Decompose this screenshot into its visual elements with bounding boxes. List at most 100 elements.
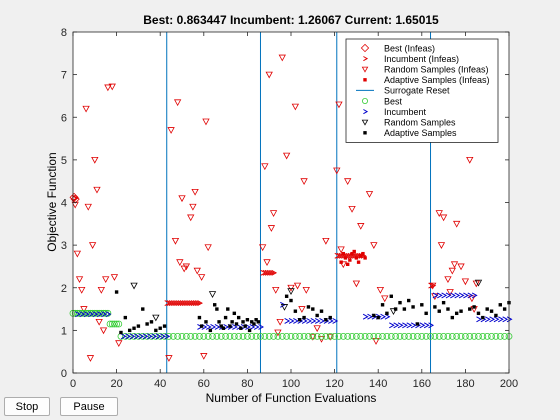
legend-label: Adaptive Samples [384,128,457,138]
legend-swatch [361,98,368,105]
data-point [423,322,430,329]
data-point [184,300,190,307]
data-point [400,332,408,340]
data-point [387,332,395,340]
data-point [376,286,385,294]
y-tick-label: 7 [61,70,67,82]
data-point [243,324,247,328]
data-point [141,307,145,311]
data-point [446,289,454,296]
data-point [173,99,182,107]
data-point [454,292,461,299]
data-point [130,332,138,340]
data-point [139,332,147,340]
data-point [278,332,286,340]
data-point [493,316,500,323]
chart-title: Best: 0.863447 Incumbent: 1.26067 Curren… [143,13,439,27]
data-point [186,300,193,307]
data-point [111,320,118,328]
data-point [402,307,407,311]
stop-button[interactable]: Stop [4,397,50,416]
data-point [260,269,267,276]
data-point [171,237,180,245]
data-point [306,305,311,309]
data-point [287,288,295,295]
data-point [361,251,365,256]
data-point [345,262,350,267]
data-point [168,300,175,307]
data-point [414,332,421,340]
data-point [367,313,374,320]
data-point [420,303,424,307]
data-point [167,127,175,134]
data-point [249,324,256,330]
data-point [489,309,494,313]
data-point [506,316,513,323]
data-point [142,333,149,340]
data-point [130,282,138,290]
data-point [71,195,78,202]
data-point [169,332,177,340]
data-point [123,315,128,320]
x-tick-label: 20 [110,378,122,390]
data-point [177,300,184,307]
data-point [357,223,365,230]
data-point [283,332,291,340]
data-point [252,332,260,340]
data-point [204,244,212,252]
data-point [82,105,90,113]
data-point [498,303,502,307]
data-point [479,332,487,340]
data-point [379,332,386,340]
data-point [475,332,482,340]
data-point [248,332,256,340]
data-point [313,332,321,340]
data-point [348,205,356,213]
data-point [282,152,291,160]
data-point [431,332,439,340]
data-point [269,210,278,217]
data-point [173,300,179,307]
data-point [361,332,369,340]
data-point [119,330,123,335]
data-point [324,318,328,322]
data-point [145,322,149,326]
data-point [274,332,282,340]
data-point [262,269,269,276]
data-point [496,332,504,340]
legend-item-random-samples-infeas: Random Samples (Infeas) [361,65,489,75]
data-point [335,101,343,109]
legend-swatch [363,78,367,82]
data-point [481,315,485,320]
data-point [441,300,446,305]
data-point [429,282,437,290]
data-point [322,237,330,245]
data-point [327,318,334,324]
data-point [265,71,273,79]
data-point [381,295,389,303]
data-point [138,333,145,340]
data-point [104,84,112,92]
data-point [411,305,415,309]
data-point [291,103,300,111]
data-point [293,309,298,313]
data-point [208,291,217,298]
data-point [250,320,254,324]
data-point [191,332,199,340]
data-point [69,192,79,202]
legend-item-adaptive-samples: Adaptive Samples [363,128,457,138]
data-point [209,332,216,340]
pause-button[interactable]: Pause [60,397,118,416]
data-point [154,328,158,333]
data-point [350,251,354,256]
data-point [448,332,456,340]
data-point [432,292,439,299]
data-point [501,332,509,340]
data-point [352,280,361,288]
data-point [181,300,188,307]
data-point [178,195,186,203]
y-tick-label: 4 [61,198,67,210]
data-point [213,303,217,307]
legend-label: Surrogate Reset [384,86,450,96]
data-point [363,256,367,260]
